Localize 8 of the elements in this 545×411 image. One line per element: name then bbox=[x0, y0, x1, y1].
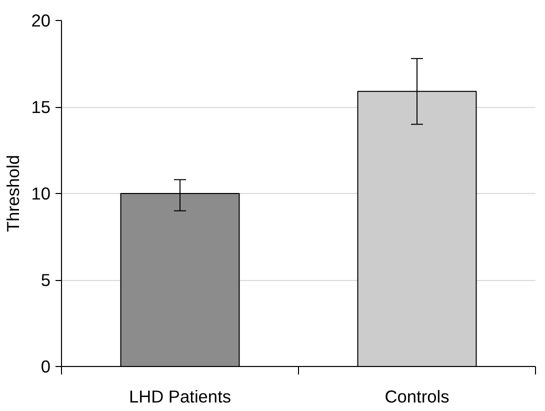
x-tick-label: LHD Patients bbox=[128, 386, 232, 406]
y-tick-label: 0 bbox=[40, 356, 51, 376]
y-tick-label: 15 bbox=[31, 97, 51, 117]
y-tick-label: 5 bbox=[40, 270, 51, 290]
x-tick-label: Controls bbox=[384, 386, 450, 406]
y-tick-label: 10 bbox=[31, 184, 51, 204]
y-tick-label: 20 bbox=[31, 10, 51, 30]
y-axis-title: Threshold bbox=[3, 154, 24, 232]
